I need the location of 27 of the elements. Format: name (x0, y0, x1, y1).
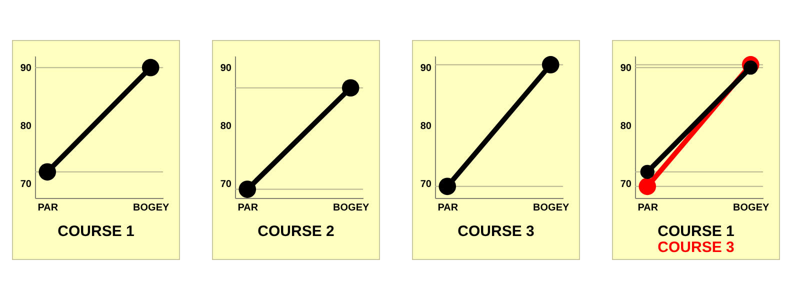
x-tick-label: BOGEY (333, 202, 370, 214)
y-tick-label: 70 (220, 179, 232, 190)
x-tick-label: BOGEY (133, 202, 170, 214)
x-tick-label: PAR (438, 202, 459, 214)
x-tick-label: BOGEY (733, 202, 770, 214)
y-tick-label: 90 (20, 63, 32, 74)
x-tick-label: PAR (238, 202, 259, 214)
y-tick-label: 70 (20, 179, 32, 190)
y-tick-label: 70 (420, 179, 432, 190)
y-tick-label: 90 (620, 63, 632, 74)
x-tick-label: BOGEY (533, 202, 570, 214)
point (640, 164, 654, 179)
text: COURSE 2 (256, 223, 336, 240)
point (638, 178, 656, 196)
y-tick-label: 90 (220, 63, 232, 74)
y-tick-label: 80 (420, 121, 432, 132)
y-tick-label: 80 (620, 121, 632, 132)
y-tick-label: 70 (620, 179, 632, 190)
text: COURSE 3 (456, 223, 536, 240)
y-tick-label: 80 (220, 121, 232, 132)
text: COURSE 1 (56, 223, 136, 240)
y-tick-label: 90 (420, 63, 432, 74)
x-tick-label: PAR (38, 202, 59, 214)
text: COURSE 1 (656, 223, 736, 240)
y-tick-label: 80 (20, 121, 32, 132)
text: COURSE 3 (656, 239, 736, 256)
x-tick-label: PAR (638, 202, 659, 214)
